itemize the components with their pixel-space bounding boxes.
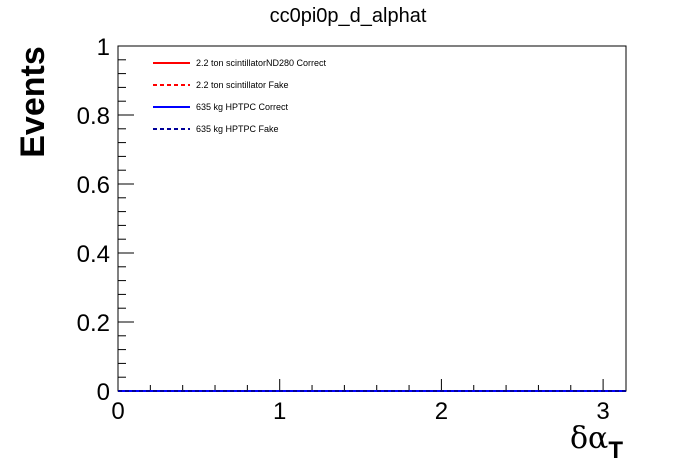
x-tick-label: 2 [435,398,448,425]
legend-label-2: 2.2 ton scintillator Fake [196,80,289,90]
x-tick-label: 3 [596,398,609,425]
y-tick-label: 0 [97,379,110,406]
chart-title: cc0pi0p_d_alphat [270,5,427,27]
legend-label-1: 2.2 ton scintillatorND280 Correct [196,58,327,68]
y-tick-label: 0.8 [77,103,110,130]
y-tick-label: 1 [97,34,110,61]
legend-label-3: 635 kg HPTPC Correct [196,102,289,112]
x-axis-label-main: δα [570,421,608,456]
y-tick-label: 0.6 [77,172,110,199]
x-tick-label: 1 [273,398,286,425]
x-axis-label-subscript: T [608,437,623,464]
y-tick-label: 0.2 [77,310,110,337]
legend-label-4: 635 kg HPTPC Fake [196,124,279,134]
plot-frame [117,45,627,392]
y-axis-label: Events [14,46,52,158]
x-tick-label: 0 [111,398,124,425]
y-tick-label: 0.4 [77,241,110,268]
x-axis-label: δαT [570,421,623,464]
